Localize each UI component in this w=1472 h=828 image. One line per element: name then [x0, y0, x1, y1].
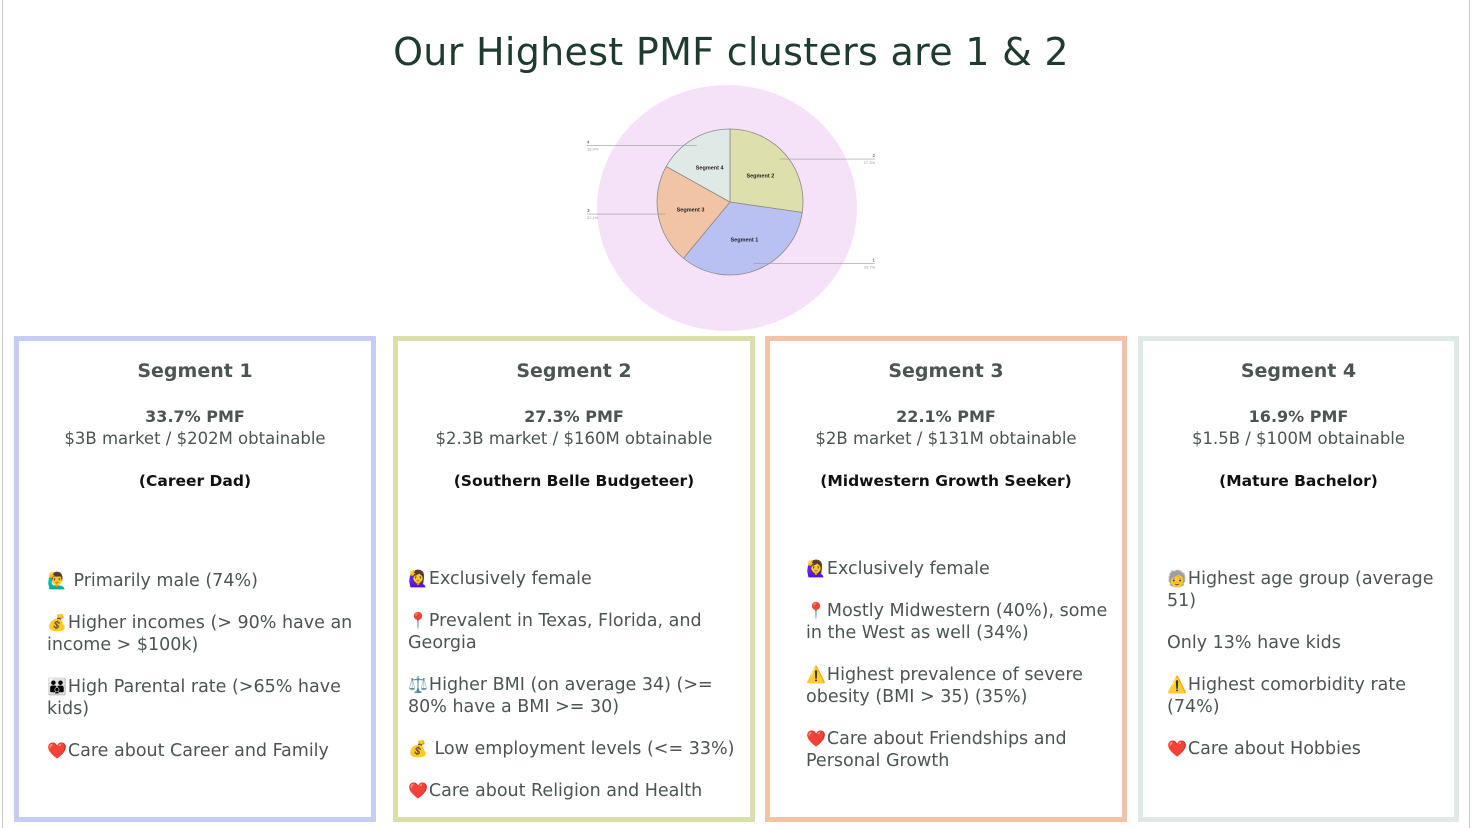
- pie-outer-percent: 16.9%: [587, 146, 599, 151]
- woman-raising-hand-icon: 🙋‍♀️: [806, 559, 826, 578]
- bullet-text: Care about Friendships and Personal Grow…: [806, 729, 1067, 771]
- pie-slice-segment-1: [682, 201, 803, 276]
- segment-bullets: 🧓Highest age group (average 51) Only 13% …: [1167, 568, 1440, 780]
- segment-bullet: Only 13% have kids: [1167, 632, 1440, 654]
- woman-raising-hand-icon: 🙋‍♀️: [408, 569, 428, 588]
- segment-persona: (Career Dad): [138, 472, 252, 490]
- bullet-text: Care about Hobbies: [1187, 739, 1361, 759]
- family-icon: 👪: [47, 677, 67, 696]
- segment-bullet: 🧓Highest age group (average 51): [1167, 568, 1440, 612]
- pie-outer-percent: 33.7%: [864, 264, 876, 269]
- segment-bullet: ❤️Care about Religion and Health: [408, 780, 736, 802]
- pie-slice-segment-3: [656, 165, 731, 259]
- pie-chart-svg: Segment 2 2 27.3% Segment 1 1 33.7% Segment 3 3…: [587, 85, 876, 331]
- warning-icon: ⚠️: [1167, 675, 1187, 694]
- pie-slice-label: Segment 1: [731, 237, 759, 243]
- location-pin-icon: 📍: [408, 611, 428, 630]
- segment-bullets: 🙋‍♂️ Primarily male (74%) 💰Higher incomes…: [47, 570, 357, 782]
- pie-slice-segment-4: [665, 128, 731, 203]
- segment-persona: (Southern Belle Budgeteer): [453, 472, 695, 490]
- segment-bullet: ❤️Care about Career and Family: [47, 740, 357, 762]
- segment-bullet: ⚠️Highest prevalence of severe obesity (…: [806, 664, 1108, 708]
- bullet-text: Low employment levels (<= 33%): [428, 739, 735, 759]
- segment-bullet: 🙋‍♀️Exclusively female: [806, 558, 1108, 580]
- segment-title: Segment 4: [1240, 360, 1357, 382]
- segment-bullet: ❤️Care about Hobbies: [1167, 738, 1440, 760]
- man-raising-hand-icon: 🙋‍♂️: [47, 571, 67, 590]
- pie-outer-percent: 22.1%: [587, 215, 599, 220]
- scale-icon: ⚖️: [408, 675, 428, 694]
- bullet-text: Highest age group (average 51): [1167, 569, 1434, 611]
- segment-bullet: 💰 Low employment levels (<= 33%): [408, 738, 736, 760]
- segment-bullet: 🙋‍♂️ Primarily male (74%): [47, 570, 357, 592]
- heart-icon: ❤️: [806, 729, 826, 748]
- pie-outer-index: 2: [872, 153, 875, 158]
- segment-pmf: 22.1% PMF: [896, 407, 996, 426]
- segment-market: $2.3B market / $160M obtainable: [435, 429, 713, 448]
- segment-persona: (Mature Bachelor): [1219, 472, 1378, 490]
- segment-bullet: ⚠️Highest comorbidity rate (74%): [1167, 674, 1440, 718]
- bullet-text: Exclusively female: [428, 569, 592, 589]
- pie-outer-index: 1: [872, 257, 875, 262]
- bullet-text: Primarily male (74%): [67, 571, 258, 591]
- segment-pmf: 16.9% PMF: [1248, 407, 1349, 426]
- heart-icon: ❤️: [47, 741, 67, 760]
- location-pin-icon: 📍: [806, 601, 826, 620]
- bullet-text: Highest prevalence of severe obesity (BM…: [806, 665, 1083, 707]
- money-bag-icon: 💰: [47, 613, 67, 632]
- segment-bullets: 🙋‍♀️Exclusively female 📍Mostly Midwestern…: [806, 558, 1108, 792]
- segment-bullet: 🙋‍♀️Exclusively female: [408, 568, 736, 590]
- bullet-text: Higher BMI (on average 34) (>= 80% have …: [408, 675, 713, 717]
- bullet-text: Mostly Midwestern (40%), some in the Wes…: [806, 601, 1108, 643]
- segment-bullet: 👪High Parental rate (>65% have kids): [47, 676, 357, 720]
- segment-bullet: ⚖️Higher BMI (on average 34) (>= 80% hav…: [408, 674, 736, 718]
- heart-icon: ❤️: [408, 781, 428, 800]
- bullet-text: Highest comorbidity rate (74%): [1167, 675, 1406, 717]
- segment-card-4: Segment 4 16.9% PMF $1.5B / $100M obtain…: [1138, 336, 1459, 822]
- segment-title: Segment 3: [888, 360, 1004, 382]
- bullet-text: Only 13% have kids: [1167, 633, 1341, 653]
- pie-slice-label: Segment 3: [677, 207, 705, 213]
- pie-outer-index: 4: [587, 139, 590, 144]
- segment-market: $3B market / $202M obtainable: [64, 429, 326, 448]
- segment-bullet: 💰Higher incomes (> 90% have an income > …: [47, 612, 357, 656]
- money-bag-icon: 💰: [408, 739, 428, 758]
- slide-title: Our Highest PMF clusters are 1 & 2: [393, 30, 1069, 74]
- warning-icon: ⚠️: [806, 665, 826, 684]
- pie-slice-label: Segment 4: [696, 165, 725, 171]
- segment-pmf: 33.7% PMF: [145, 407, 245, 426]
- pie-outer-index: 3: [587, 208, 590, 213]
- segment-persona: (Midwestern Growth Seeker): [820, 472, 1072, 490]
- bullet-text: Higher incomes (> 90% have an income > $…: [47, 613, 353, 655]
- bullet-text: Exclusively female: [826, 559, 990, 579]
- segment-bullet: ❤️Care about Friendships and Personal Gr…: [806, 728, 1108, 772]
- segment-market: $1.5B / $100M obtainable: [1191, 429, 1406, 448]
- segment-card-3: Segment 3 22.1% PMF $2B market / $131M o…: [765, 336, 1127, 822]
- segment-bullet: 📍Prevalent in Texas, Florida, and Georgi…: [408, 610, 736, 654]
- bullet-text: High Parental rate (>65% have kids): [47, 677, 341, 719]
- bullet-text: Prevalent in Texas, Florida, and Georgia: [408, 611, 702, 653]
- pie-outer-percent: 27.3%: [864, 160, 876, 165]
- pie-slice-segment-2: [729, 128, 804, 213]
- segment-title: Segment 1: [137, 360, 253, 382]
- segment-title: Segment 2: [516, 360, 632, 382]
- bullet-text: Care about Career and Family: [67, 741, 329, 761]
- older-person-icon: 🧓: [1167, 569, 1187, 588]
- segment-bullets: 🙋‍♀️Exclusively female 📍Prevalent in Texa…: [408, 568, 736, 822]
- segment-market: $2B market / $131M obtainable: [815, 429, 1077, 448]
- heart-icon: ❤️: [1167, 739, 1187, 758]
- pie-slice-label: Segment 2: [746, 174, 774, 180]
- segment-card-1: Segment 1 33.7% PMF $3B market / $202M o…: [14, 336, 376, 822]
- segment-pmf: 27.3% PMF: [524, 407, 624, 426]
- pie-chart: Segment 2 2 27.3% Segment 1 1 33.7% Segment 3 3…: [580, 84, 880, 334]
- segment-card-2: Segment 2 27.3% PMF $2.3B market / $160M…: [393, 336, 755, 822]
- bullet-text: Care about Religion and Health: [428, 781, 703, 801]
- segment-bullet: 📍Mostly Midwestern (40%), some in the We…: [806, 600, 1108, 644]
